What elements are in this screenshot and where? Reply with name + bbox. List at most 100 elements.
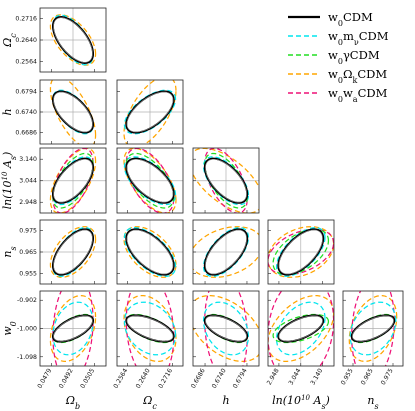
panel-Ob-h: 0.6686 0.6740 0.6794 h: [1, 79, 107, 145]
ellipse-As-ns-series-4: [268, 228, 334, 276]
y-tick-label-w0-2: -1.098: [17, 354, 37, 361]
y-tick-label-h-2: 0.6794: [15, 89, 37, 96]
y-tick-label-As-1: 3.044: [19, 178, 37, 185]
ellipse-h-ns-inner: [205, 229, 247, 275]
ellipse-Oc-h-inner: [126, 91, 174, 133]
ellipse-Oc-h-series-1: [123, 89, 177, 135]
y-tick-label-h-0: 0.6686: [15, 129, 37, 136]
panel-grid: 0.25640.26400.2716Ωc0.66860.67400.6794h2…: [1, 7, 404, 411]
panel-Oc-h: [116, 79, 184, 145]
ellipse-Oc-h-series-0: [125, 90, 175, 134]
ellipse-Ob-Oc-inner: [53, 17, 93, 63]
legend-label-3: w0ΩkCDM: [328, 67, 387, 85]
axis-label-w0: w0: [1, 321, 18, 336]
ellipse-h-As-series-0: [203, 157, 249, 204]
ellipse-As-ns-series-3: [268, 226, 334, 278]
ellipse-Oc-w0-series-3: [123, 295, 177, 362]
ellipse-Ob-As-inner: [53, 158, 93, 203]
axis-label-h: h: [222, 394, 229, 407]
axis-label-Ob: Ωb: [65, 394, 80, 411]
x-tick-label-Oc-0: 0.2564: [112, 367, 129, 389]
legend-label-0: w0CDM: [328, 10, 373, 28]
ellipse-As-w0-inner: [278, 315, 323, 342]
legend-label-1: w0mνCDM: [328, 29, 389, 47]
ellipse-Ob-w0-series-3: [49, 294, 97, 363]
x-tick-label-h-0: 0.6686: [190, 367, 207, 389]
y-tick-label-As-0: 2.948: [19, 199, 37, 206]
x-tick-label-Ob-1: 0.0492: [58, 367, 75, 389]
ellipse-h-w0-inner: [205, 315, 247, 342]
y-tick-label-ns-1: 0.965: [19, 249, 37, 256]
ellipse-h-As-inner: [205, 158, 247, 203]
y-tick-label-Oc-2: 0.2716: [15, 15, 37, 22]
ellipse-Oc-As-inner: [126, 158, 174, 203]
ellipse-As-w0-series-3: [268, 295, 334, 362]
ellipse-ns-w0-series-3: [348, 294, 398, 363]
panel-As-w0: 2.948 3.044 3.140 ln(1010 As): [266, 290, 335, 411]
ellipse-Ob-w0-series-0: [51, 314, 95, 343]
x-tick-label-As-2: 3.140: [309, 367, 324, 386]
x-tick-label-As-1: 3.044: [288, 367, 303, 386]
ellipse-Oc-ns-inner: [126, 229, 174, 275]
panel-As-ns: [267, 219, 335, 285]
y-tick-label-w0-1: -1.000: [17, 326, 37, 333]
ellipse-As-ns-inner: [278, 229, 323, 275]
ellipse-Oc-ns-series-0: [125, 228, 175, 276]
ellipse-Oc-w0-series-0: [125, 314, 175, 343]
axis-label-As: ln(1010 As): [272, 394, 330, 411]
panel-Oc-As: [116, 147, 184, 214]
ellipse-h-w0-series-1: [202, 301, 250, 356]
ellipse-Oc-w0-series-1: [123, 301, 177, 356]
ellipse-Ob-ns-inner: [53, 229, 93, 275]
ellipse-As-ns-series-0: [277, 228, 325, 276]
y-tick-label-Oc-1: 0.2640: [15, 37, 37, 44]
ellipse-ns-w0-series-0: [350, 314, 396, 343]
x-tick-label-h-1: 0.6740: [211, 367, 228, 389]
y-tick-label-ns-0: 0.955: [19, 270, 37, 277]
ellipse-h-w0-series-0: [203, 314, 249, 343]
panel-Oc-ns: [116, 219, 184, 285]
x-tick-label-As-0: 2.948: [266, 367, 281, 386]
ellipse-As-ns-series-1: [275, 227, 326, 277]
ellipse-h-ns-series-0: [203, 228, 249, 276]
panel-Ob-ns: 0.955 0.965 0.975 ns: [1, 219, 107, 285]
x-tick-label-Oc-2: 0.2716: [157, 367, 174, 389]
ellipse-Oc-As-series-2: [125, 152, 175, 209]
x-tick-label-Ob-2: 0.0505: [79, 367, 96, 389]
axis-label-As: ln(1010 As): [1, 152, 18, 210]
ellipse-Ob-ns-series-0: [51, 228, 95, 276]
y-tick-label-w0-0: -0.902: [17, 297, 37, 304]
ellipse-Oc-As-series-0: [125, 157, 175, 204]
y-tick-label-As-2: 3.140: [19, 156, 37, 163]
panel-h-As: [192, 147, 260, 214]
panel-Ob-Oc: 0.2564 0.2640 0.2716 Ωc: [1, 7, 107, 73]
legend-label-2: w0γCDM: [328, 48, 380, 66]
panel-Ob-w0: -0.902 -1.000 -1.098 w0 0.0479 0.0492 0.0505 Ωb: [1, 290, 107, 411]
x-tick-label-ns-0: 0.955: [340, 367, 355, 386]
y-tick-label-Oc-0: 0.2564: [15, 59, 37, 66]
ellipse-ns-w0-inner: [352, 315, 394, 342]
ellipse-Ob-ns-series-3: [49, 226, 97, 278]
ellipse-As-w0-series-0: [277, 314, 325, 343]
ellipse-Ob-Oc-series-0: [51, 16, 95, 64]
x-tick-label-ns-2: 0.975: [380, 367, 395, 386]
axis-label-Oc: Ωc: [142, 394, 157, 411]
y-tick-label-ns-2: 0.975: [19, 228, 37, 235]
ellipse-Oc-w0-inner: [126, 315, 174, 342]
ellipse-ns-w0-series-1: [349, 301, 397, 356]
x-tick-label-Ob-0: 0.0479: [36, 367, 53, 389]
ellipse-h-ns-series-3: [193, 226, 259, 278]
ellipse-Ob-h-series-0: [51, 90, 95, 134]
ellipse-Ob-h-inner: [53, 91, 93, 133]
panel-h-ns: [192, 219, 260, 285]
axis-label-h: h: [1, 108, 14, 115]
legend-label-4: w0waCDM: [328, 86, 388, 104]
axis-label-Oc: Ωc: [1, 33, 18, 48]
x-tick-label-h-2: 0.6794: [232, 367, 249, 389]
axis-label-ns: ns: [367, 394, 378, 411]
